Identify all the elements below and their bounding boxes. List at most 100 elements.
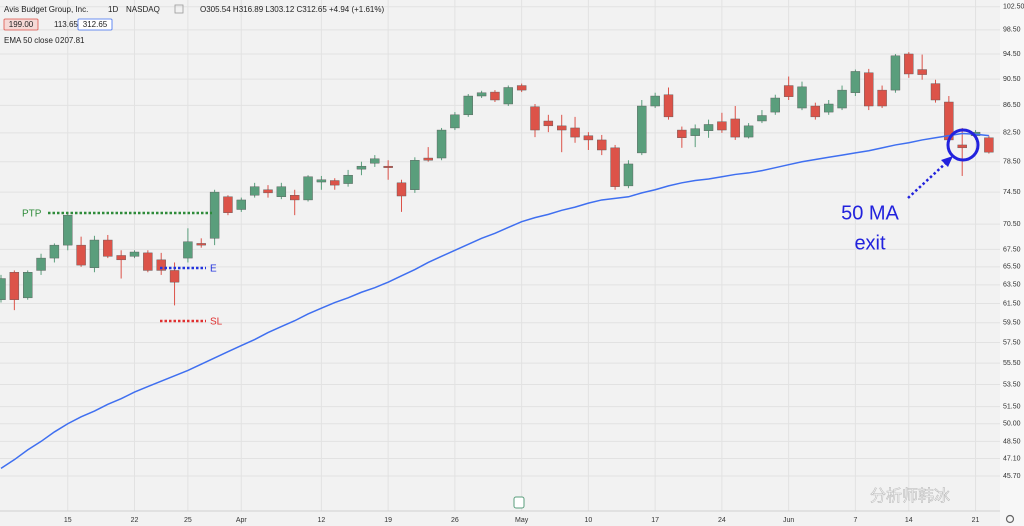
candle-body: [743, 125, 754, 138]
candle-body: [917, 69, 927, 75]
candle-body: [703, 124, 714, 131]
settings-icon[interactable]: [1005, 514, 1015, 524]
candle-body: [783, 85, 794, 97]
y-tick-label: 65.50: [1003, 264, 1021, 271]
y-tick-label: 47.10: [1003, 455, 1021, 462]
y-tick-label: 74.50: [1003, 189, 1021, 196]
candle-body: [663, 94, 674, 118]
candle-body: [677, 129, 687, 138]
exit-label-2: exit: [854, 232, 886, 254]
exit-label-1: 50 MA: [841, 202, 899, 224]
candle-body: [9, 272, 20, 300]
x-tick-label: 12: [318, 517, 326, 524]
candle-body: [249, 186, 260, 196]
y-tick-label: 59.50: [1003, 320, 1021, 327]
candle-body: [824, 103, 834, 113]
y-tick-label: 78.50: [1003, 159, 1021, 166]
marks: [0, 52, 994, 470]
candle-body: [169, 270, 180, 283]
candle-body: [276, 186, 287, 197]
candle-body: [516, 85, 527, 91]
x-tick-label: Jun: [783, 517, 794, 524]
ask: 312.65: [83, 20, 108, 29]
bid-box[interactable]: [3, 18, 39, 31]
candle-body: [156, 259, 166, 271]
ask-box[interactable]: [77, 18, 113, 31]
x-tick-label: 21: [972, 517, 980, 524]
y-tick-label: 51.50: [1003, 403, 1021, 410]
icon[interactable]: [174, 4, 184, 14]
x-tick-label: 10: [585, 517, 593, 524]
candle-body: [797, 86, 807, 109]
symbol: Avis Budget Group, Inc.: [4, 5, 88, 14]
candle-body: [476, 92, 487, 97]
y-tick-label: 61.50: [1003, 300, 1021, 307]
y-tick-label: 102.50: [1003, 4, 1024, 11]
x-tick-label: Apr: [236, 517, 248, 524]
candle-body: [850, 71, 861, 93]
candle-body: [63, 214, 73, 246]
candle-body: [209, 191, 220, 239]
x-tick-label: May: [515, 517, 529, 524]
candle-body: [490, 91, 500, 101]
y-tick-label: 70.50: [1003, 221, 1021, 228]
candle-body: [957, 144, 967, 149]
ema-line: [0, 132, 989, 470]
exit-arrowhead: [941, 156, 953, 167]
candle-body: [223, 196, 233, 213]
candle-body: [370, 158, 380, 164]
ptp-label: PTP: [22, 209, 42, 220]
candle-body: [890, 55, 901, 91]
y-tick-label: 94.50: [1003, 51, 1021, 58]
indicator-name: EMA 50 close 0: [4, 36, 60, 45]
candle-body: [49, 244, 60, 259]
candle-body: [877, 89, 887, 107]
x-tick-label: 14: [905, 517, 913, 524]
y-tick-label: 67.50: [1003, 246, 1021, 253]
exit-circle: [946, 128, 980, 162]
candle-body: [930, 83, 941, 101]
candle-body: [530, 106, 540, 131]
indicator-value: 207.81: [60, 36, 85, 45]
candle-body: [0, 278, 6, 300]
y-tick-label: 86.50: [1003, 102, 1021, 109]
candle-body: [396, 182, 407, 197]
x-tick-label: 15: [64, 517, 72, 524]
candle-body: [89, 239, 100, 268]
candle-body: [129, 251, 140, 257]
grid: [0, 0, 1000, 511]
candle-body: [543, 120, 554, 127]
candle-body: [904, 53, 914, 75]
y-tick-label: 45.70: [1003, 473, 1021, 480]
x-tick-label: 19: [384, 517, 392, 524]
spread: 113.65: [54, 20, 78, 29]
entry-label: E: [210, 264, 217, 275]
candle-body: [864, 72, 874, 107]
exit-arrow: [907, 161, 948, 199]
y-tick-label: 90.50: [1003, 76, 1021, 83]
candle-body: [570, 127, 580, 138]
earnings-icon[interactable]: [513, 496, 525, 509]
candle-body: [183, 241, 193, 259]
candle-body: [810, 105, 821, 118]
sl-label: SL: [210, 317, 223, 328]
y-tick-label: 53.50: [1003, 381, 1021, 388]
y-tick-label: 98.50: [1003, 27, 1021, 34]
bid: 199.00: [9, 20, 34, 29]
ohlc: O305.54 H316.89 L303.12 C312.65 +4.94 (+…: [200, 5, 384, 14]
candle-body: [597, 139, 607, 151]
candle-body: [316, 179, 327, 183]
candle-body: [637, 105, 647, 154]
candle-body: [423, 157, 433, 161]
candle-body: [717, 121, 727, 131]
candle-body: [303, 176, 313, 201]
candle-body: [984, 137, 994, 153]
candle-body: [463, 95, 473, 116]
x-tick-label: 22: [131, 517, 139, 524]
interval: 1D: [108, 5, 118, 14]
candle-body: [837, 89, 847, 109]
candle-body: [410, 160, 420, 190]
y-tick-label: 55.50: [1003, 360, 1021, 367]
x-tick-label: 17: [651, 517, 659, 524]
candle-body: [23, 272, 33, 299]
